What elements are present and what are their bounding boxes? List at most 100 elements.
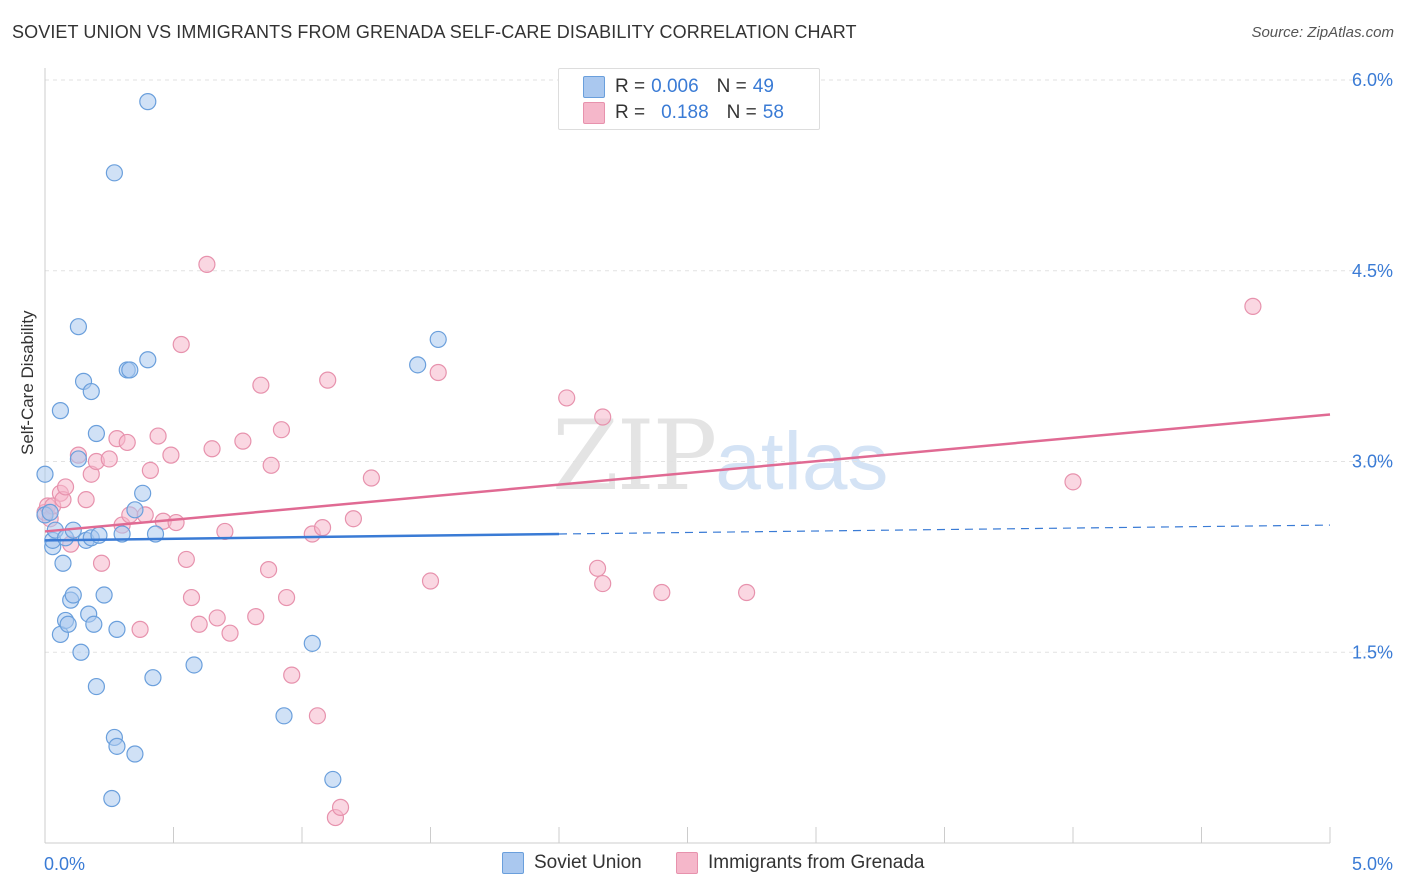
legend-row-soviet-union: R = 0.006 N = 49: [583, 75, 774, 99]
legend-label: Soviet Union: [534, 852, 642, 873]
grenada-point: [149, 427, 167, 445]
y-tick-label: 3.0%: [1352, 452, 1393, 472]
legend-item-grenada[interactable]: Immigrants from Grenada: [676, 852, 924, 874]
soviet-union-point: [36, 465, 54, 483]
soviet-union-point: [41, 503, 59, 521]
grenada-point: [308, 707, 327, 725]
grenada-point: [221, 624, 239, 642]
grenada-point: [421, 572, 440, 590]
n-label: N =: [726, 102, 757, 123]
grenada-point: [1244, 297, 1262, 315]
correlation-legend: R = 0.006 N = 49 R = 0.188 N = 58: [558, 68, 820, 130]
grenada-point: [100, 450, 118, 468]
soviet-union-point: [51, 402, 70, 420]
grenada-point: [277, 588, 296, 607]
grid-layer: [45, 79, 1390, 653]
soviet-union-trend-extension: [558, 524, 1331, 535]
soviet-union-point: [121, 361, 139, 379]
grenada-trend-line: [44, 413, 1331, 533]
soviet-union-point: [103, 789, 121, 808]
soviet-union-point: [87, 677, 106, 696]
soviet-union-points: [36, 93, 447, 808]
soviet-union-point: [69, 450, 88, 468]
grenada-point: [262, 456, 280, 474]
grenada-point: [362, 469, 380, 487]
watermark-zip: ZIP: [552, 400, 717, 512]
grenada-point: [252, 376, 270, 394]
legend-item-soviet-union[interactable]: Soviet Union: [502, 852, 642, 874]
grenada-point: [162, 446, 180, 464]
y-axis-title: Self-Care Disability: [18, 310, 37, 455]
grenada-point: [208, 609, 226, 627]
zipatlas-watermark: ZIPatlas: [552, 400, 888, 512]
y-tick-label: 4.5%: [1352, 261, 1393, 281]
grenada-point: [344, 510, 362, 528]
soviet-union-point: [87, 424, 106, 443]
grenada-point: [247, 608, 265, 626]
grenada-point: [653, 583, 671, 602]
r-value: 0.188: [661, 102, 709, 123]
soviet-union-trend-line: [44, 532, 560, 542]
grenada-point: [77, 491, 95, 509]
tick-labels: 1.5% 3.0% 4.5% 6.0% 0.0% 5.0%: [44, 70, 1393, 874]
soviet-union-point: [85, 615, 103, 633]
soviet-union-point: [108, 620, 126, 638]
grenada-point: [594, 574, 612, 593]
grenada-point: [234, 432, 252, 450]
chart-title: SOVIET UNION VS IMMIGRANTS FROM GRENADA …: [12, 22, 857, 42]
grenada-point: [283, 666, 301, 684]
grenada-point: [319, 371, 337, 389]
grenada-point: [216, 522, 234, 541]
grenada-point: [272, 421, 291, 439]
grenada-point: [141, 461, 159, 480]
soviet-union-point: [126, 745, 144, 763]
r-value: 0.006: [651, 76, 699, 97]
grenada-point: [594, 408, 612, 426]
grenada-point: [203, 440, 221, 458]
blue-swatch: [502, 852, 524, 874]
grenada-point: [1064, 473, 1082, 491]
soviet-union-point: [105, 164, 123, 182]
n-value: 58: [762, 102, 784, 123]
soviet-union-point: [64, 586, 82, 604]
soviet-union-point: [113, 525, 131, 543]
soviet-union-point: [134, 484, 152, 502]
soviet-union-point: [54, 554, 72, 572]
x-tick-label-max: 5.0%: [1352, 854, 1393, 874]
soviet-union-point: [108, 737, 126, 755]
axis-layer: [44, 68, 1331, 844]
pink-swatch: [583, 102, 605, 124]
soviet-union-point: [126, 501, 144, 519]
soviet-union-point: [82, 382, 100, 401]
soviet-union-point: [324, 770, 342, 789]
grenada-point: [177, 550, 195, 569]
r-label: R =: [615, 76, 646, 97]
grenada-point: [190, 615, 208, 633]
soviet-union-point: [185, 656, 203, 674]
source-credit: Source: ZipAtlas.com: [1251, 24, 1394, 41]
grenada-point: [118, 433, 136, 452]
grenada-point: [131, 620, 149, 638]
grenada-point: [56, 478, 75, 496]
legend-row-grenada: R = 0.188 N = 58: [583, 101, 784, 125]
grenada-point: [198, 255, 216, 273]
pink-swatch: [676, 852, 698, 874]
grenada-point: [558, 389, 576, 407]
blue-swatch: [583, 76, 605, 98]
grenada-point: [167, 513, 185, 532]
soviet-union-point: [69, 318, 88, 336]
grenada-point: [313, 519, 332, 537]
soviet-union-point: [409, 356, 427, 374]
grenada-point: [259, 560, 278, 579]
y-tick-label: 6.0%: [1352, 70, 1393, 90]
trend-lines: [44, 413, 1331, 542]
soviet-union-point: [72, 643, 90, 661]
soviet-union-point: [429, 330, 447, 349]
legend-label: Immigrants from Grenada: [708, 852, 925, 873]
soviet-union-point: [95, 586, 113, 604]
grenada-point: [738, 583, 756, 602]
n-label: N =: [716, 76, 747, 97]
grenada-points: [36, 105, 1262, 827]
series-legend: Soviet Union Immigrants from Grenada: [0, 852, 1406, 878]
r-label: R =: [615, 102, 646, 123]
